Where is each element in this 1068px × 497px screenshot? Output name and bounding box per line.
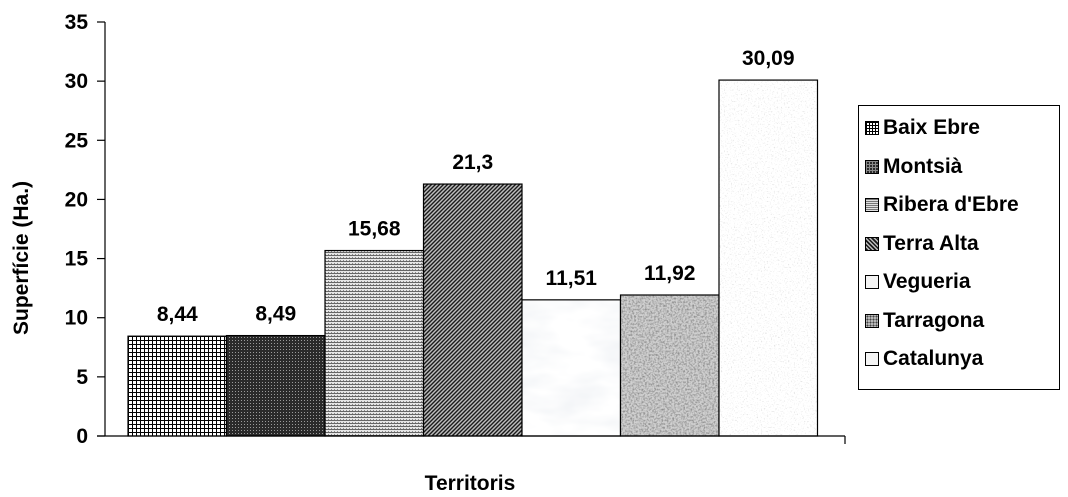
bars [127, 79, 819, 437]
data-label-vegueria: 11,51 [546, 267, 598, 290]
data-label-baix-ebre: 8,44 [157, 303, 198, 326]
legend: Baix Ebre Montsià Ribera d'Ebre Terra Alta V… [858, 105, 1060, 390]
legend-item-terra-alta: Terra Alta [865, 229, 979, 259]
legend-label: Vegueria [883, 270, 971, 293]
legend-item-vegueria: Vegueria [865, 267, 971, 297]
legend-label: Catalunya [883, 347, 984, 370]
data-label-terra-alta: 21,3 [452, 151, 493, 174]
legend-swatch [865, 159, 879, 174]
y-tick-label: 25 [65, 129, 89, 152]
y-tick-label: 0 [76, 425, 88, 448]
data-labels: 8,44 8,49 15,68 21,3 11,51 11,92 30,09 [157, 47, 795, 326]
legend-label: Baix Ebre [883, 116, 980, 139]
legend-swatch [865, 352, 879, 366]
legend-label: Tarragona [883, 308, 985, 332]
y-axis-label: Superfície (Ha.) [10, 181, 33, 335]
legend-item-ribera-d-ebre: Ribera d'Ebre [865, 190, 1019, 220]
legend-swatch [865, 313, 879, 328]
bar-vegueria [521, 299, 622, 437]
x-axis-label: Territoris [425, 472, 516, 495]
bar-baix-ebre [127, 335, 228, 437]
legend-swatch [865, 121, 879, 135]
legend-label: Ribera d'Ebre [883, 193, 1019, 216]
legend-label: Terra Alta [883, 231, 979, 255]
bar-terra-alta [422, 183, 523, 437]
bar-tarragona [619, 294, 720, 437]
legend-item-montsi: Montsià [865, 152, 962, 182]
legend-item-baix-ebre: Baix Ebre [865, 113, 980, 143]
y-tick-label: 15 [65, 248, 89, 271]
legend-item-tarragona: Tarragona [865, 306, 984, 336]
data-label-montsi: 8,49 [255, 303, 296, 326]
bar-montsi [225, 334, 326, 437]
legend-swatch [865, 236, 879, 251]
legend-swatch [865, 275, 879, 289]
bar-ribera-d-ebre [324, 249, 425, 437]
y-tick-label: 10 [65, 307, 88, 330]
y-tick-label: 20 [65, 188, 88, 211]
y-axis-ticks: 0 5 10 15 20 25 30 35 [65, 11, 105, 448]
data-label-tarragona: 11,92 [644, 262, 695, 285]
bar-catalunya [718, 79, 819, 437]
y-tick-label: 30 [65, 70, 88, 93]
data-label-ribera-d-ebre: 15,68 [348, 218, 401, 241]
y-tick-label: 5 [76, 366, 88, 389]
legend-item-catalunya: Catalunya [865, 344, 983, 374]
y-tick-label: 35 [65, 11, 89, 34]
data-label-catalunya: 30,09 [742, 47, 795, 70]
legend-label: Montsià [883, 154, 963, 178]
legend-swatch [865, 198, 879, 212]
